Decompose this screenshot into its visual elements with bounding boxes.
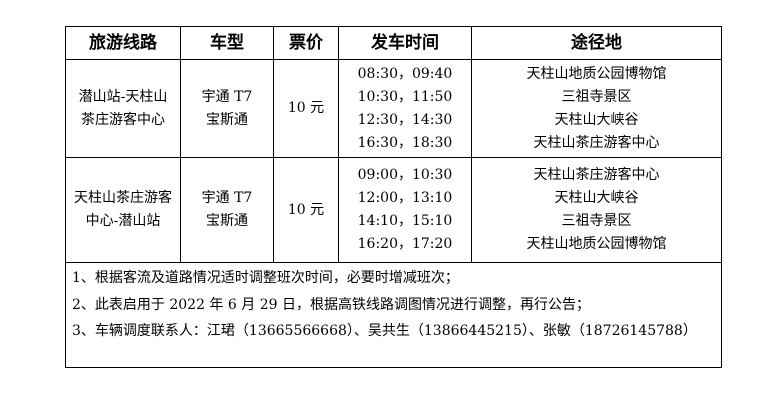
price-cell: 10 元: [273, 157, 339, 263]
header-times: 发车时间: [338, 26, 472, 60]
time-line: 16:20，17:20: [357, 236, 453, 252]
stop-line: 天柱山茶庄游客中心: [533, 167, 660, 183]
bus-schedule-table: 旅游线路 车型 票价 发车时间 途径地 潜山站-天柱山茶庄游客中心 宇通 T7 宝…: [65, 26, 722, 368]
note-line: 3、车辆调度联系人：江珺（13665566668）、吴共生（1386644521…: [72, 323, 697, 339]
route-text: 天柱山茶庄游客中心-潜山站: [74, 190, 172, 229]
notes-row: 1、根据客流及道路情况适时调整班次时间，必要时增减班次； 2、此表启用于 202…: [65, 262, 722, 368]
stop-line: 天柱山茶庄游客中心: [533, 134, 660, 151]
notes-cell: 1、根据客流及道路情况适时调整班次时间，必要时增减班次； 2、此表启用于 202…: [65, 262, 722, 368]
time-line: 16:30，18:30: [357, 134, 453, 151]
vehicle-line: 宇通 T7: [201, 88, 253, 105]
stop-line: 三祖寺景区: [561, 213, 632, 229]
header-route: 旅游线路: [65, 26, 181, 60]
stop-line: 天柱山大峡谷: [554, 111, 639, 128]
header-row: 旅游线路 车型 票价 发车时间 途径地: [65, 26, 722, 60]
vehicle-line: 宝斯通: [206, 111, 248, 128]
vehicle-cell: 宇通 T7 宝斯通: [180, 59, 274, 158]
vehicle-line: 宇通 T7: [201, 190, 253, 206]
header-stops: 途径地: [471, 26, 722, 60]
vehicle-cell: 宇通 T7 宝斯通: [180, 157, 274, 263]
header-price: 票价: [273, 26, 339, 60]
vehicle-line: 宝斯通: [206, 213, 248, 229]
time-line: 12:30，14:30: [357, 111, 453, 128]
stops-cell: 天柱山茶庄游客中心 天柱山大峡谷 三祖寺景区天柱山地质公园博物馆: [471, 157, 722, 263]
time-line: 12:00，13:10: [357, 190, 453, 206]
stops-cell: 天柱山地质公园博物馆 三祖寺景区天柱山大峡谷天柱山茶庄游客中心: [471, 59, 722, 158]
route-text: 潜山站-天柱山茶庄游客中心: [78, 88, 168, 128]
time-line: 10:30，11:50: [357, 88, 453, 105]
route-cell: 天柱山茶庄游客中心-潜山站: [65, 157, 181, 263]
stop-line: 天柱山地质公园博物馆: [526, 236, 667, 252]
stop-line: 天柱山地质公园博物馆: [526, 65, 667, 82]
stop-line: 天柱山大峡谷: [554, 190, 639, 206]
header-vehicle: 车型: [180, 26, 274, 60]
note-line: 2、此表启用于 2022 年 6 月 29 日，根据高铁线路调图情况进行调整，再…: [72, 296, 590, 313]
table-row: 天柱山茶庄游客中心-潜山站 宇通 T7 宝斯通 10 元 09:00，10:30 1…: [65, 157, 722, 263]
note-line: 1、根据客流及道路情况适时调整班次时间，必要时增减班次；: [72, 270, 459, 286]
times-cell: 08:30，09:40 10:30，11:50 12:30，14:30 16:30，1…: [338, 59, 472, 158]
time-line: 14:10，15:10: [357, 213, 453, 229]
route-cell: 潜山站-天柱山茶庄游客中心: [65, 59, 181, 158]
times-cell: 09:00，10:30 12:00，13:10 14:10，15:10 16:20，1…: [338, 157, 472, 263]
price-cell: 10 元: [273, 59, 339, 158]
table-row: 潜山站-天柱山茶庄游客中心 宇通 T7 宝斯通 10 元 08:30，09:40 1…: [65, 59, 722, 158]
time-line: 08:30，09:40: [357, 65, 453, 82]
time-line: 09:00，10:30: [357, 167, 453, 183]
stop-line: 三祖寺景区: [561, 88, 632, 105]
